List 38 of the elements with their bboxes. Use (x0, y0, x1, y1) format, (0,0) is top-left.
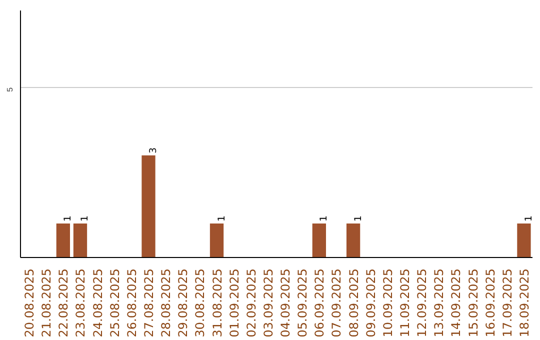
x-tick-label: 26.08.2025 (124, 268, 139, 338)
x-tick-label: 23.08.2025 (74, 268, 88, 338)
x-tick-label: 03.09.2025 (261, 268, 276, 338)
x-tick-label: 05.09.2025 (296, 268, 310, 338)
x-tick-label: 17.09.2025 (500, 268, 514, 338)
data-label: 1 (352, 215, 364, 222)
x-tick-label: 25.08.2025 (108, 268, 122, 338)
x-tick-label: 22.08.2025 (56, 268, 71, 338)
x-tick-label: 16.09.2025 (483, 268, 498, 338)
x-tick-label: 07.09.2025 (330, 268, 344, 338)
x-tick-label: 06.09.2025 (312, 268, 327, 338)
data-label: 1 (62, 215, 74, 222)
x-tick-label: 31.08.2025 (210, 268, 224, 338)
data-label: 3 (148, 147, 159, 154)
x-tick-label: 14.09.2025 (449, 268, 464, 338)
x-tick-label: 30.08.2025 (193, 268, 208, 338)
x-tick-label: 24.08.2025 (90, 268, 105, 338)
x-tick-label: 12.09.2025 (415, 268, 430, 338)
x-tick-label: 21.08.2025 (40, 268, 54, 338)
x-tick-label: 15.09.2025 (466, 268, 480, 338)
x-tick-label: 04.09.2025 (278, 268, 293, 338)
x-tick-label: 18.09.2025 (517, 268, 532, 338)
x-tick-label: 01.09.2025 (227, 268, 242, 338)
data-label: 1 (80, 215, 91, 222)
x-tick-label: 13.09.2025 (432, 268, 446, 338)
x-tick-label: 27.08.2025 (142, 268, 156, 338)
data-label: 1 (523, 215, 534, 222)
x-tick-label: 08.09.2025 (346, 268, 361, 338)
x-tick-label: 11.09.2025 (398, 268, 412, 338)
x-tick-label: 02.09.2025 (244, 268, 258, 338)
x-tick-label: 10.09.2025 (380, 268, 395, 338)
x-tick-label: 09.09.2025 (364, 268, 378, 338)
y-tick-label: 5 (6, 86, 14, 92)
data-label: 1 (216, 215, 228, 222)
x-tick-label: 29.08.2025 (176, 268, 190, 338)
x-tick-label: 28.08.2025 (159, 268, 174, 338)
x-tick-label: 20.08.2025 (22, 268, 37, 338)
data-label: 1 (318, 215, 330, 222)
